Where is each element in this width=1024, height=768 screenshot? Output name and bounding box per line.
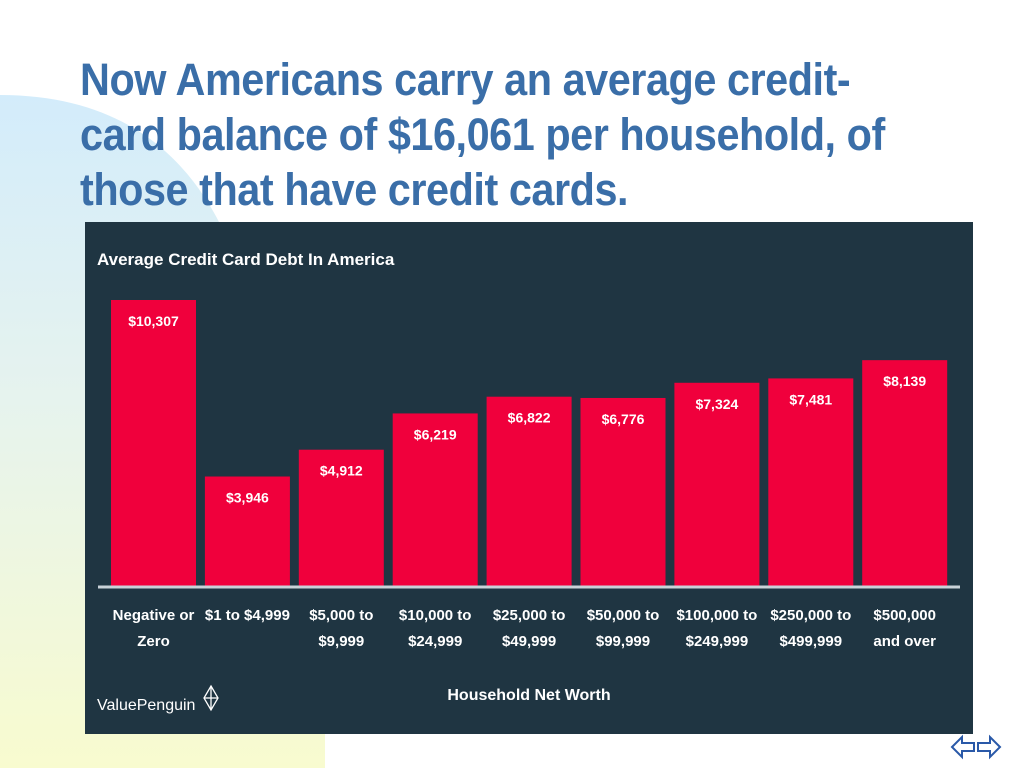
bar-1 [204, 476, 290, 586]
category-label-2-1: $9,999 [318, 633, 364, 650]
x-axis-label: Household Net Worth [447, 687, 610, 704]
bar-2 [298, 449, 384, 586]
category-labels: Negative or Zero $1 to $4,999 $5,000 to $9,9… [113, 607, 936, 650]
category-label-8-1: and over [873, 633, 936, 650]
bar-5 [580, 397, 666, 586]
category-label-3-0: $10,000 to [399, 607, 472, 624]
category-label-4-0: $25,000 to [493, 607, 566, 624]
chart-title: Average Credit Card Debt In America [97, 250, 395, 269]
bars-group: $10,307 $3,946 $4,912 $6,219 $6,822 $6,776 $7,… [111, 300, 948, 586]
value-label-4: $6,822 [508, 410, 551, 426]
category-label-8-0: $500,000 [873, 607, 936, 624]
category-label-0-1: Zero [137, 633, 170, 650]
bar-6 [674, 382, 760, 586]
category-label-2-0: $5,000 to [309, 607, 373, 624]
category-label-6-1: $249,999 [686, 633, 749, 650]
chart-panel: Average Credit Card Debt In America $10,… [85, 222, 973, 734]
brand-name: ValuePenguin [97, 697, 195, 714]
category-label-4-1: $49,999 [502, 633, 556, 650]
category-label-7-0: $250,000 to [770, 607, 851, 624]
bar-3 [392, 413, 478, 586]
category-label-6-0: $100,000 to [676, 607, 757, 624]
bar-4 [486, 396, 572, 586]
category-label-7-1: $499,999 [780, 633, 843, 650]
navigation-arrows-icon[interactable] [950, 732, 1002, 762]
penguin-logo-icon [203, 684, 219, 712]
category-label-3-1: $24,999 [408, 633, 462, 650]
value-label-1: $3,946 [226, 490, 269, 506]
value-label-3: $6,219 [414, 426, 457, 442]
bar-0 [111, 300, 196, 586]
category-label-1-0: $1 to $4,999 [205, 607, 290, 624]
value-label-2: $4,912 [320, 463, 363, 479]
value-label-0: $10,307 [128, 313, 179, 329]
bar-7 [768, 378, 854, 586]
bar-chart: Average Credit Card Debt In America $10,… [97, 250, 960, 714]
value-label-8: $8,139 [883, 373, 926, 389]
value-label-7: $7,481 [789, 391, 832, 407]
value-label-6: $7,324 [695, 396, 738, 412]
bar-8 [862, 360, 948, 586]
category-label-5-1: $99,999 [596, 633, 650, 650]
value-label-5: $6,776 [602, 411, 645, 427]
category-label-5-0: $50,000 to [587, 607, 660, 624]
category-label-0-0: Negative or [113, 607, 195, 624]
slide-title: Now Americans carry an average credit-ca… [80, 54, 885, 215]
